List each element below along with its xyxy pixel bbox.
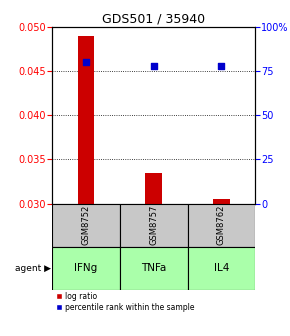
Text: agent ▶: agent ▶ (15, 264, 51, 273)
Point (84, 59, 88, 65)
Point (151, 63, 156, 69)
Bar (120, 204, 188, 247)
Bar (52, 204, 120, 247)
Bar (145, 173, 162, 204)
Point (219, 63, 224, 69)
Legend: log ratio, percentile rank within the sample: log ratio, percentile rank within the sa… (56, 292, 195, 312)
Bar (120, 247, 188, 290)
Text: GSM8752: GSM8752 (81, 205, 90, 245)
Title: GDS501 / 35940: GDS501 / 35940 (102, 13, 205, 26)
Bar (188, 204, 255, 247)
Text: IFNg: IFNg (75, 263, 98, 274)
Bar (213, 199, 230, 204)
Text: GSM8757: GSM8757 (149, 205, 158, 245)
Bar (188, 247, 255, 290)
Text: IL4: IL4 (214, 263, 229, 274)
Bar (52, 247, 120, 290)
Bar (78, 36, 95, 204)
Text: GSM8762: GSM8762 (217, 205, 226, 245)
Text: TNFa: TNFa (141, 263, 166, 274)
